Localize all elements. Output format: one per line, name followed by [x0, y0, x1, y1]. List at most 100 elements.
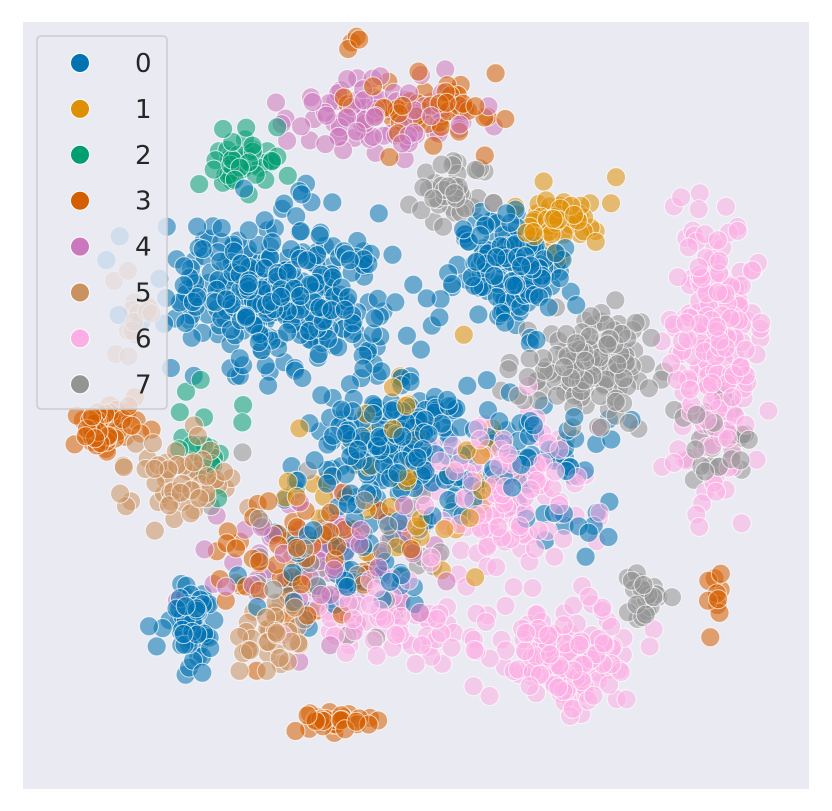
point-series-6: [336, 643, 356, 663]
point-series-6: [520, 479, 541, 500]
point-series-0: [231, 253, 252, 274]
point-series-0: [271, 286, 291, 307]
point-series-6: [569, 635, 590, 655]
point-series-0: [336, 423, 357, 444]
point-series-2: [213, 119, 234, 139]
point-series-4: [449, 114, 470, 135]
point-series-4: [392, 133, 412, 154]
point-series-5: [281, 631, 302, 652]
point-series-0: [470, 225, 491, 246]
point-series-1: [465, 567, 486, 588]
point-series-0: [200, 638, 221, 658]
point-series-0: [248, 332, 269, 353]
point-series-4: [194, 539, 215, 560]
point-series-5: [144, 458, 165, 479]
point-series-4: [337, 107, 357, 128]
point-series-6: [689, 516, 710, 537]
point-series-5: [269, 648, 290, 668]
point-series-3: [465, 96, 486, 117]
point-series-6: [664, 452, 684, 473]
point-series-0: [476, 370, 497, 391]
point-series-6: [707, 282, 728, 303]
point-series-3: [379, 147, 400, 168]
point-series-3: [297, 705, 318, 726]
point-series-0: [396, 325, 417, 346]
legend-marker-7: [70, 374, 90, 395]
point-series-4: [353, 90, 374, 111]
point-series-3: [485, 63, 506, 84]
point-series-6: [360, 594, 380, 615]
point-series-2: [203, 159, 224, 180]
point-series-4: [310, 584, 331, 605]
point-series-2: [277, 165, 298, 186]
point-series-5: [284, 597, 305, 618]
point-series-7: [618, 412, 639, 433]
point-series-1: [396, 395, 417, 416]
point-series-0: [416, 288, 437, 309]
point-series-6: [707, 230, 728, 251]
point-series-7: [431, 154, 452, 175]
point-series-3: [423, 135, 444, 156]
point-series-1: [543, 209, 564, 229]
point-series-1: [434, 519, 455, 540]
point-series-0: [192, 662, 213, 683]
point-series-7: [433, 216, 454, 237]
point-series-7: [605, 290, 626, 311]
point-series-5: [170, 482, 191, 503]
point-series-6: [488, 517, 509, 538]
point-series-0: [400, 371, 421, 392]
point-series-5: [256, 607, 277, 628]
point-series-6: [751, 312, 772, 333]
point-series-6: [593, 633, 614, 654]
point-series-0: [494, 312, 515, 333]
point-series-6: [426, 608, 447, 629]
point-series-4: [266, 92, 286, 113]
point-series-0: [146, 636, 167, 657]
point-series-3: [75, 426, 96, 447]
point-series-6: [717, 428, 738, 449]
point-series-2: [169, 402, 190, 423]
point-series-0: [290, 286, 311, 306]
point-series-3: [392, 95, 413, 116]
point-series-4: [346, 121, 367, 142]
point-series-6: [509, 516, 530, 537]
point-series-6: [385, 624, 406, 645]
point-series-2: [267, 117, 288, 138]
point-series-1: [533, 171, 554, 192]
point-series-6: [701, 391, 722, 412]
point-series-3: [327, 536, 347, 557]
point-series-5: [180, 503, 201, 524]
point-series-0: [466, 251, 487, 272]
point-series-6: [497, 444, 518, 464]
point-series-0: [211, 218, 232, 238]
point-series-6: [678, 237, 699, 258]
point-series-4: [394, 495, 415, 516]
point-series-0: [496, 203, 517, 224]
point-series-7: [625, 312, 646, 333]
point-series-6: [601, 616, 622, 637]
point-series-1: [459, 508, 480, 528]
point-series-3: [474, 145, 495, 166]
point-series-0: [262, 232, 283, 253]
point-series-3: [401, 539, 421, 560]
point-series-3: [346, 711, 367, 732]
point-series-0: [523, 415, 544, 436]
point-series-6: [702, 373, 723, 394]
point-series-6: [405, 654, 426, 674]
point-series-7: [354, 490, 375, 511]
point-series-6: [421, 547, 442, 568]
point-series-7: [517, 367, 538, 387]
point-series-6: [639, 636, 660, 657]
point-series-0: [308, 344, 329, 365]
point-series-3: [408, 61, 429, 82]
point-series-0: [139, 616, 159, 637]
point-series-7: [633, 575, 654, 595]
point-series-3: [495, 109, 516, 129]
point-series-2: [242, 135, 263, 156]
point-series-7: [590, 417, 611, 438]
point-series-4: [216, 576, 237, 597]
point-series-3: [121, 415, 142, 436]
point-series-3: [226, 538, 246, 559]
point-series-5: [110, 483, 131, 504]
